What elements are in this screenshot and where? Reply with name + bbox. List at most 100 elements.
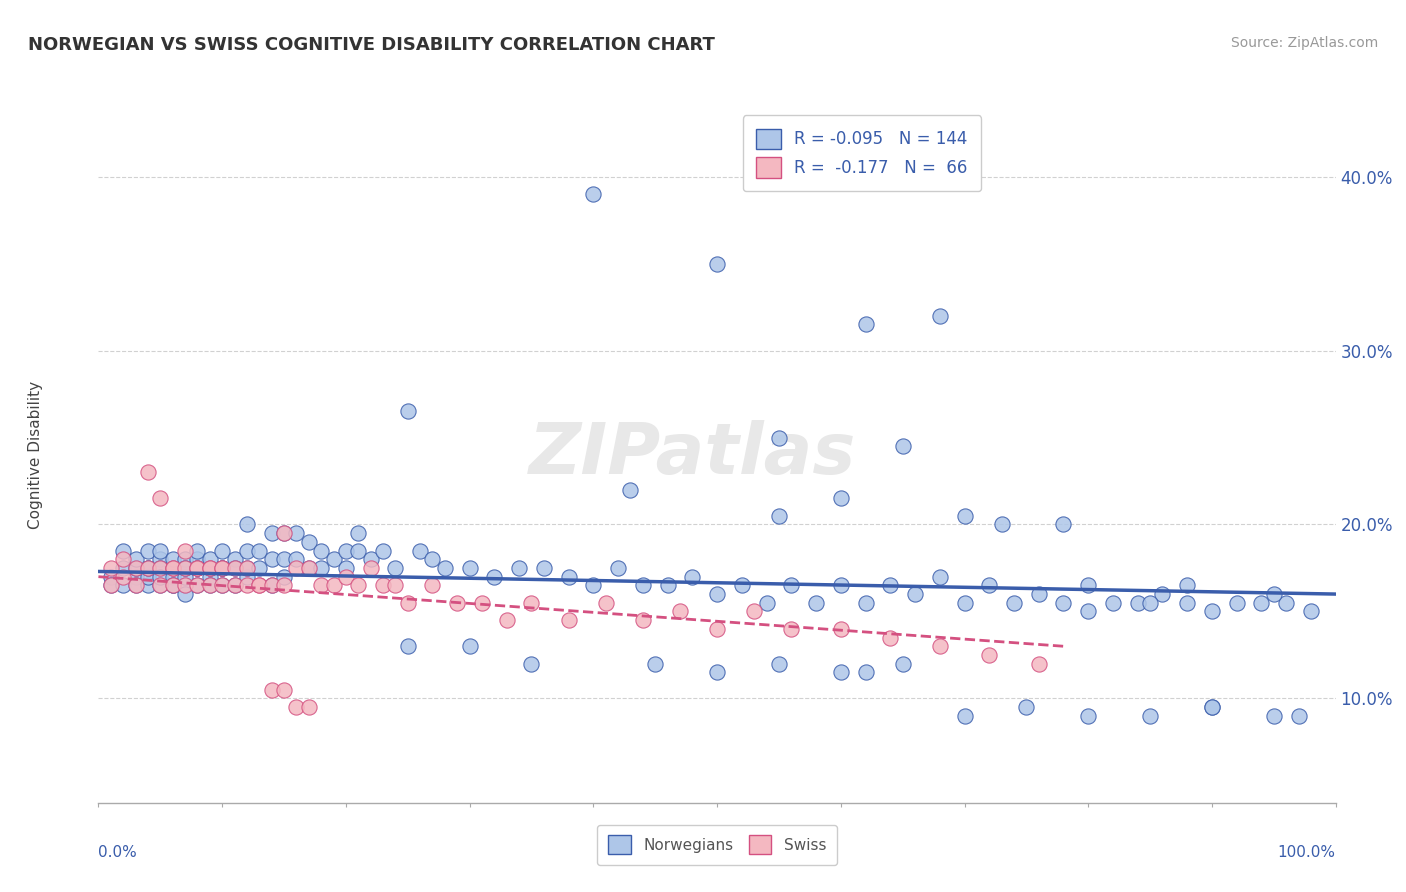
Text: ZIPatlas: ZIPatlas	[529, 420, 856, 490]
Point	[124, 561, 146, 575]
Point	[198, 578, 221, 592]
Point	[422, 578, 444, 592]
Point	[557, 613, 579, 627]
Point	[879, 631, 901, 645]
Point	[879, 578, 901, 592]
Point	[1152, 587, 1174, 601]
Point	[1002, 596, 1025, 610]
Point	[768, 508, 790, 523]
Point	[224, 552, 246, 566]
Point	[162, 561, 184, 575]
Point	[1139, 708, 1161, 723]
Point	[1263, 587, 1285, 601]
Point	[198, 552, 221, 566]
Point	[149, 561, 172, 575]
Point	[322, 552, 344, 566]
Point	[186, 561, 208, 575]
Point	[247, 578, 270, 592]
Point	[855, 318, 877, 332]
Point	[1052, 596, 1074, 610]
Point	[706, 622, 728, 636]
Point	[211, 561, 233, 575]
Point	[928, 570, 950, 584]
Point	[298, 561, 321, 575]
Point	[631, 613, 654, 627]
Point	[174, 543, 197, 558]
Point	[582, 186, 605, 201]
Legend: Norwegians, Swiss: Norwegians, Swiss	[598, 825, 837, 864]
Point	[1102, 596, 1125, 610]
Point	[186, 552, 208, 566]
Point	[669, 605, 692, 619]
Point	[186, 561, 208, 575]
Point	[100, 578, 122, 592]
Point	[149, 578, 172, 592]
Point	[112, 543, 135, 558]
Point	[162, 561, 184, 575]
Point	[112, 552, 135, 566]
Point	[100, 578, 122, 592]
Point	[309, 561, 332, 575]
Point	[768, 430, 790, 444]
Point	[247, 561, 270, 575]
Point	[891, 439, 914, 453]
Point	[285, 526, 308, 541]
Point	[1201, 605, 1223, 619]
Point	[891, 657, 914, 671]
Point	[1028, 587, 1050, 601]
Point	[236, 561, 259, 575]
Point	[273, 526, 295, 541]
Point	[186, 561, 208, 575]
Point	[446, 596, 468, 610]
Point	[1077, 578, 1099, 592]
Point	[136, 561, 159, 575]
Point	[273, 552, 295, 566]
Point	[124, 561, 146, 575]
Point	[260, 526, 283, 541]
Point	[273, 526, 295, 541]
Point	[260, 552, 283, 566]
Point	[1052, 517, 1074, 532]
Text: NORWEGIAN VS SWISS COGNITIVE DISABILITY CORRELATION CHART: NORWEGIAN VS SWISS COGNITIVE DISABILITY …	[28, 36, 716, 54]
Point	[1028, 657, 1050, 671]
Point	[211, 578, 233, 592]
Point	[979, 648, 1001, 662]
Point	[1139, 596, 1161, 610]
Point	[124, 578, 146, 592]
Point	[1201, 700, 1223, 714]
Point	[347, 526, 370, 541]
Point	[298, 534, 321, 549]
Point	[396, 404, 419, 418]
Point	[298, 561, 321, 575]
Point	[979, 578, 1001, 592]
Point	[1250, 596, 1272, 610]
Point	[224, 561, 246, 575]
Text: 0.0%: 0.0%	[98, 845, 138, 860]
Point	[360, 552, 382, 566]
Point	[706, 665, 728, 680]
Point	[162, 578, 184, 592]
Point	[1015, 700, 1038, 714]
Point	[285, 700, 308, 714]
Point	[1288, 708, 1310, 723]
Point	[247, 543, 270, 558]
Point	[458, 561, 481, 575]
Point	[273, 682, 295, 697]
Point	[211, 561, 233, 575]
Point	[198, 561, 221, 575]
Point	[471, 596, 494, 610]
Point	[162, 561, 184, 575]
Point	[273, 578, 295, 592]
Point	[186, 543, 208, 558]
Point	[855, 596, 877, 610]
Point	[136, 466, 159, 480]
Point	[1226, 596, 1249, 610]
Point	[1077, 605, 1099, 619]
Text: Source: ZipAtlas.com: Source: ZipAtlas.com	[1230, 36, 1378, 50]
Point	[236, 561, 259, 575]
Point	[335, 570, 357, 584]
Point	[830, 622, 852, 636]
Point	[100, 561, 122, 575]
Point	[124, 570, 146, 584]
Point	[360, 561, 382, 575]
